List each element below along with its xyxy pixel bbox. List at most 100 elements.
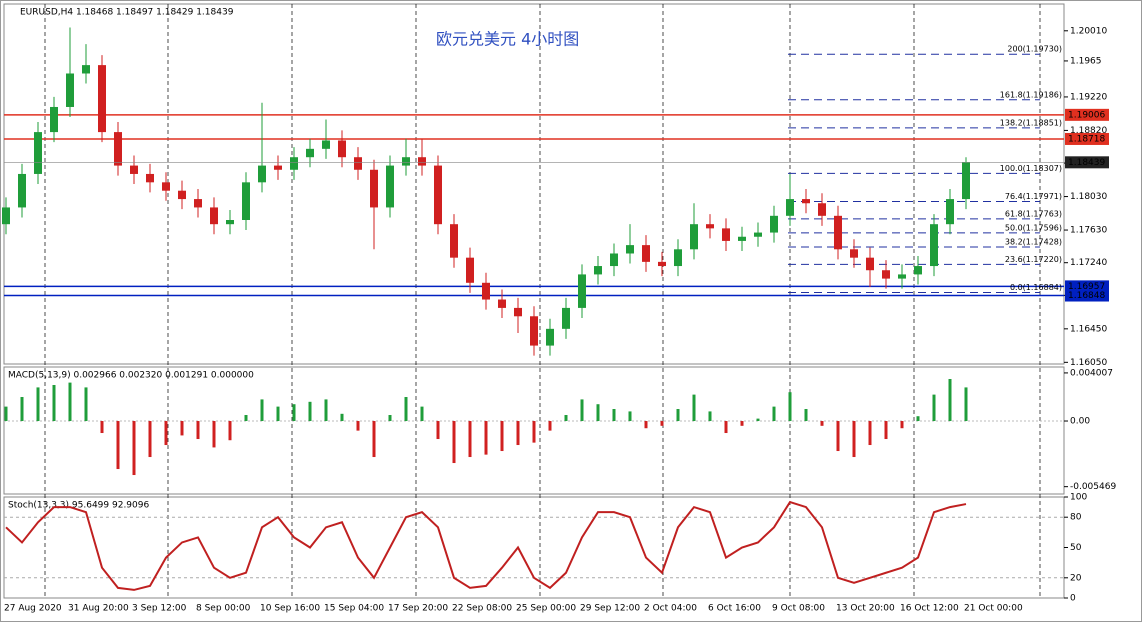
x-tick-label: 10 Sep 16:00 xyxy=(260,604,320,614)
macd-bar xyxy=(404,397,408,422)
candle-body xyxy=(450,224,458,258)
y-tick-label: 1.20010 xyxy=(1070,26,1107,36)
stoch-line xyxy=(5,500,967,591)
candle-body xyxy=(306,148,314,158)
fib-label: 0.0(1.16884) xyxy=(1010,283,1062,292)
candle-body xyxy=(882,270,890,279)
y-tick-label: 100 xyxy=(1070,493,1087,503)
candle-body xyxy=(786,199,794,216)
macd-bar xyxy=(84,387,88,422)
x-tick-label: 27 Aug 2020 xyxy=(4,604,62,614)
x-tick-label: 25 Sep 00:00 xyxy=(516,604,576,614)
x-tick-label: 22 Sep 08:00 xyxy=(452,604,512,614)
candle-body xyxy=(338,140,346,158)
fib-label: 61.8(1.17763) xyxy=(1005,209,1062,218)
macd-bar xyxy=(276,406,280,422)
chart-title: 欧元兑美元 4小时图 xyxy=(436,30,579,49)
y-tick-label: 20 xyxy=(1070,573,1082,583)
macd-bar xyxy=(772,406,776,422)
candle-body xyxy=(114,132,122,166)
candle-body xyxy=(418,157,426,166)
candle-body xyxy=(738,236,746,241)
x-tick-label: 6 Oct 16:00 xyxy=(708,604,761,614)
price-tag-label: 1.16957 xyxy=(1068,282,1105,292)
macd-bar xyxy=(36,387,40,422)
macd-bar xyxy=(596,404,600,422)
candle-body xyxy=(674,249,682,267)
candle-body xyxy=(898,274,906,279)
macd-bar xyxy=(324,399,328,422)
y-tick-label: 1.16450 xyxy=(1070,324,1107,334)
macd-bar xyxy=(420,406,424,422)
candle-body xyxy=(242,182,250,220)
symbol-header: EURUSD,H4 1.18468 1.18497 1.18429 1.1843… xyxy=(20,8,234,18)
macd-bar xyxy=(452,421,456,464)
candle-body xyxy=(850,249,858,258)
candle-body xyxy=(194,199,202,208)
candle-body xyxy=(402,157,410,166)
candle-body xyxy=(434,165,442,225)
fib-label: 138.2(1.18851) xyxy=(1000,118,1062,127)
macd-bar xyxy=(164,421,168,446)
price-tag-label: 1.19006 xyxy=(1068,110,1105,120)
macd-bar xyxy=(868,421,872,446)
fib-label: 200(1.19730) xyxy=(1007,45,1062,54)
macd-bar xyxy=(68,382,72,422)
y-tick-label: 1.16050 xyxy=(1070,358,1107,368)
candle-body xyxy=(914,266,922,275)
macd-bar xyxy=(580,399,584,422)
candle-body xyxy=(146,173,154,183)
macd-bar xyxy=(308,401,312,422)
candle-body xyxy=(498,299,506,308)
candle-body xyxy=(610,253,618,267)
separators xyxy=(44,4,1041,598)
candle-body xyxy=(98,65,106,133)
candle-body xyxy=(162,182,170,191)
candle-body xyxy=(2,207,10,225)
candle-body xyxy=(386,165,394,208)
macd-bar xyxy=(948,379,952,422)
macd-bar xyxy=(804,409,808,422)
x-tick-label: 16 Oct 12:00 xyxy=(900,604,959,614)
x-tick-label: 3 Sep 12:00 xyxy=(132,604,187,614)
y-tick-label: 1.19220 xyxy=(1070,92,1107,102)
candle-body xyxy=(626,245,634,254)
macd-bar xyxy=(20,397,24,422)
fib-label: 100.0(1.18307) xyxy=(1000,164,1062,173)
candle-body xyxy=(210,207,218,225)
macd-bar xyxy=(228,421,232,441)
y-tick-label: 1.17240 xyxy=(1070,258,1107,268)
macd-bar xyxy=(724,421,728,434)
candle-body xyxy=(834,215,842,250)
fib-label: 161.8(1.19186) xyxy=(1000,90,1062,99)
candle-body xyxy=(34,132,42,174)
x-tick-label: 8 Sep 00:00 xyxy=(196,604,251,614)
price-tag xyxy=(1065,289,1109,302)
macd-bar xyxy=(788,392,792,422)
macd-bar xyxy=(484,421,488,455)
macd-bar xyxy=(468,421,472,458)
macd-bar xyxy=(148,421,152,458)
macd-bar xyxy=(100,421,104,434)
macd-bar xyxy=(708,411,712,422)
candle-body xyxy=(962,162,970,200)
candle-body xyxy=(754,232,762,237)
y-tick-label: 50 xyxy=(1070,543,1082,553)
macd-bar xyxy=(676,409,680,422)
candle-body xyxy=(178,190,186,200)
macd-bar xyxy=(356,421,360,431)
macd-bar xyxy=(612,409,616,422)
macd-bar xyxy=(212,421,216,448)
x-tick-label: 17 Sep 20:00 xyxy=(388,604,448,614)
candle-body xyxy=(578,274,586,308)
candle-body xyxy=(546,328,554,346)
candle-body xyxy=(594,266,602,275)
macd-bar xyxy=(196,421,200,440)
candle-body xyxy=(642,245,650,262)
macd-bar xyxy=(900,421,904,429)
candle-body xyxy=(562,307,570,329)
x-tick-label: 13 Oct 20:00 xyxy=(836,604,895,614)
macd-bar xyxy=(836,421,840,452)
candle-body xyxy=(370,169,378,208)
fib-label: 38.2(1.17428) xyxy=(1005,237,1062,246)
